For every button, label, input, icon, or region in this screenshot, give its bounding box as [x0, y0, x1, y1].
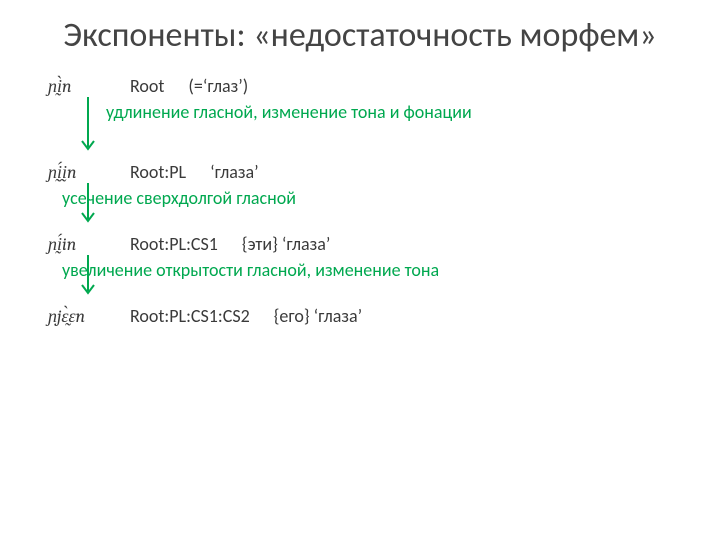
- entry-row: ɲḭ́in Root:PL:CS1 {эти} ‘глаза’: [48, 233, 672, 255]
- morph-tag: Root:PL:CS1:CS2: [130, 305, 250, 327]
- word-form: ɲjɛ̰̀ɛn: [48, 306, 106, 327]
- derivation-arrow-block: удлинение гласной, изменение тона и фона…: [80, 101, 672, 159]
- derivation-note: увеличение открытости гласной, изменение…: [62, 259, 439, 281]
- word-form: ɲḭ́in: [48, 234, 106, 255]
- entry-row: ɲjɛ̰̀ɛn Root:PL:CS1:CS2 {его} ‘глаза’: [48, 305, 672, 327]
- slide: Экспоненты: «недостаточность морфем» ɲḭ̀…: [0, 0, 720, 540]
- derivation-note: усечение сверхдолгой гласной: [62, 187, 296, 209]
- gloss-text: (=‘глаз’): [188, 75, 248, 97]
- gloss-text: {его} ‘глаза’: [274, 305, 362, 327]
- derivation-arrow-block: увеличение открытости гласной, изменение…: [80, 259, 672, 303]
- word-form: ɲḭ́ḭn: [48, 162, 106, 183]
- morph-tag: Root: [130, 75, 164, 97]
- gloss-text: {эти} ‘глаза’: [242, 233, 330, 255]
- derivation-note: удлинение гласной, изменение тона и фона…: [106, 101, 472, 123]
- entry-row: ɲḭ́ḭn Root:PL ‘глаза’: [48, 161, 672, 183]
- derivation-arrow-block: усечение сверхдолгой гласной: [80, 187, 672, 231]
- morph-tag: Root:PL: [130, 161, 186, 183]
- word-form: ɲḭ̀n: [48, 76, 106, 97]
- gloss-text: ‘глаза’: [210, 161, 259, 183]
- arrow-down-icon: [80, 97, 100, 159]
- entry-row: ɲḭ̀n Root (=‘глаз’): [48, 75, 672, 97]
- morph-tag: Root:PL:CS1: [130, 233, 218, 255]
- slide-title: Экспоненты: «недостаточность морфем»: [48, 16, 672, 57]
